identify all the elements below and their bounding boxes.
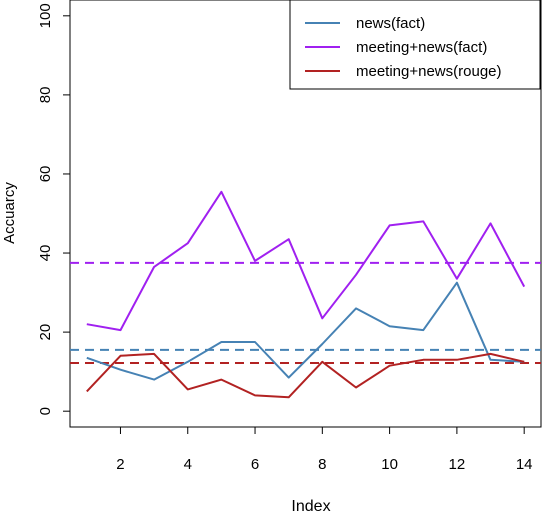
y-tick-label: 0	[37, 407, 54, 415]
legend-label: meeting+news(fact)	[356, 39, 487, 56]
y-axis: 0 20 40 60 80 100	[37, 3, 70, 415]
y-tick-label: 100	[37, 3, 54, 28]
plot-frame	[69, 0, 542, 428]
y-tick-label: 40	[37, 245, 54, 262]
mean-lines	[70, 261, 541, 364]
y-tick-label: 80	[37, 87, 54, 104]
series-line-2	[86, 190, 526, 332]
series-line-1	[86, 281, 525, 381]
series-line-3	[86, 352, 525, 399]
y-axis-label: Accuarcy	[1, 182, 18, 244]
x-tick-label: 6	[251, 456, 259, 473]
x-axis-label: Index	[291, 498, 330, 514]
x-tick-label: 12	[449, 456, 466, 473]
legend-label: news(fact)	[356, 15, 425, 32]
y-tick-label: 20	[37, 324, 54, 341]
y-tick-label: 60	[37, 166, 54, 183]
x-tick-label: 14	[516, 456, 533, 473]
legend-label: meeting+news(rouge)	[356, 63, 502, 80]
series-lines	[86, 190, 526, 399]
x-axis: 2 4 6 8 10 12 14	[116, 427, 533, 473]
legend-box	[289, 0, 541, 90]
x-tick-label: 4	[184, 456, 192, 473]
x-tick-label: 2	[116, 456, 124, 473]
x-tick-label: 8	[318, 456, 326, 473]
legend: news(fact) meeting+news(fact) meeting+news…	[289, 0, 541, 90]
x-tick-label: 10	[381, 456, 398, 473]
